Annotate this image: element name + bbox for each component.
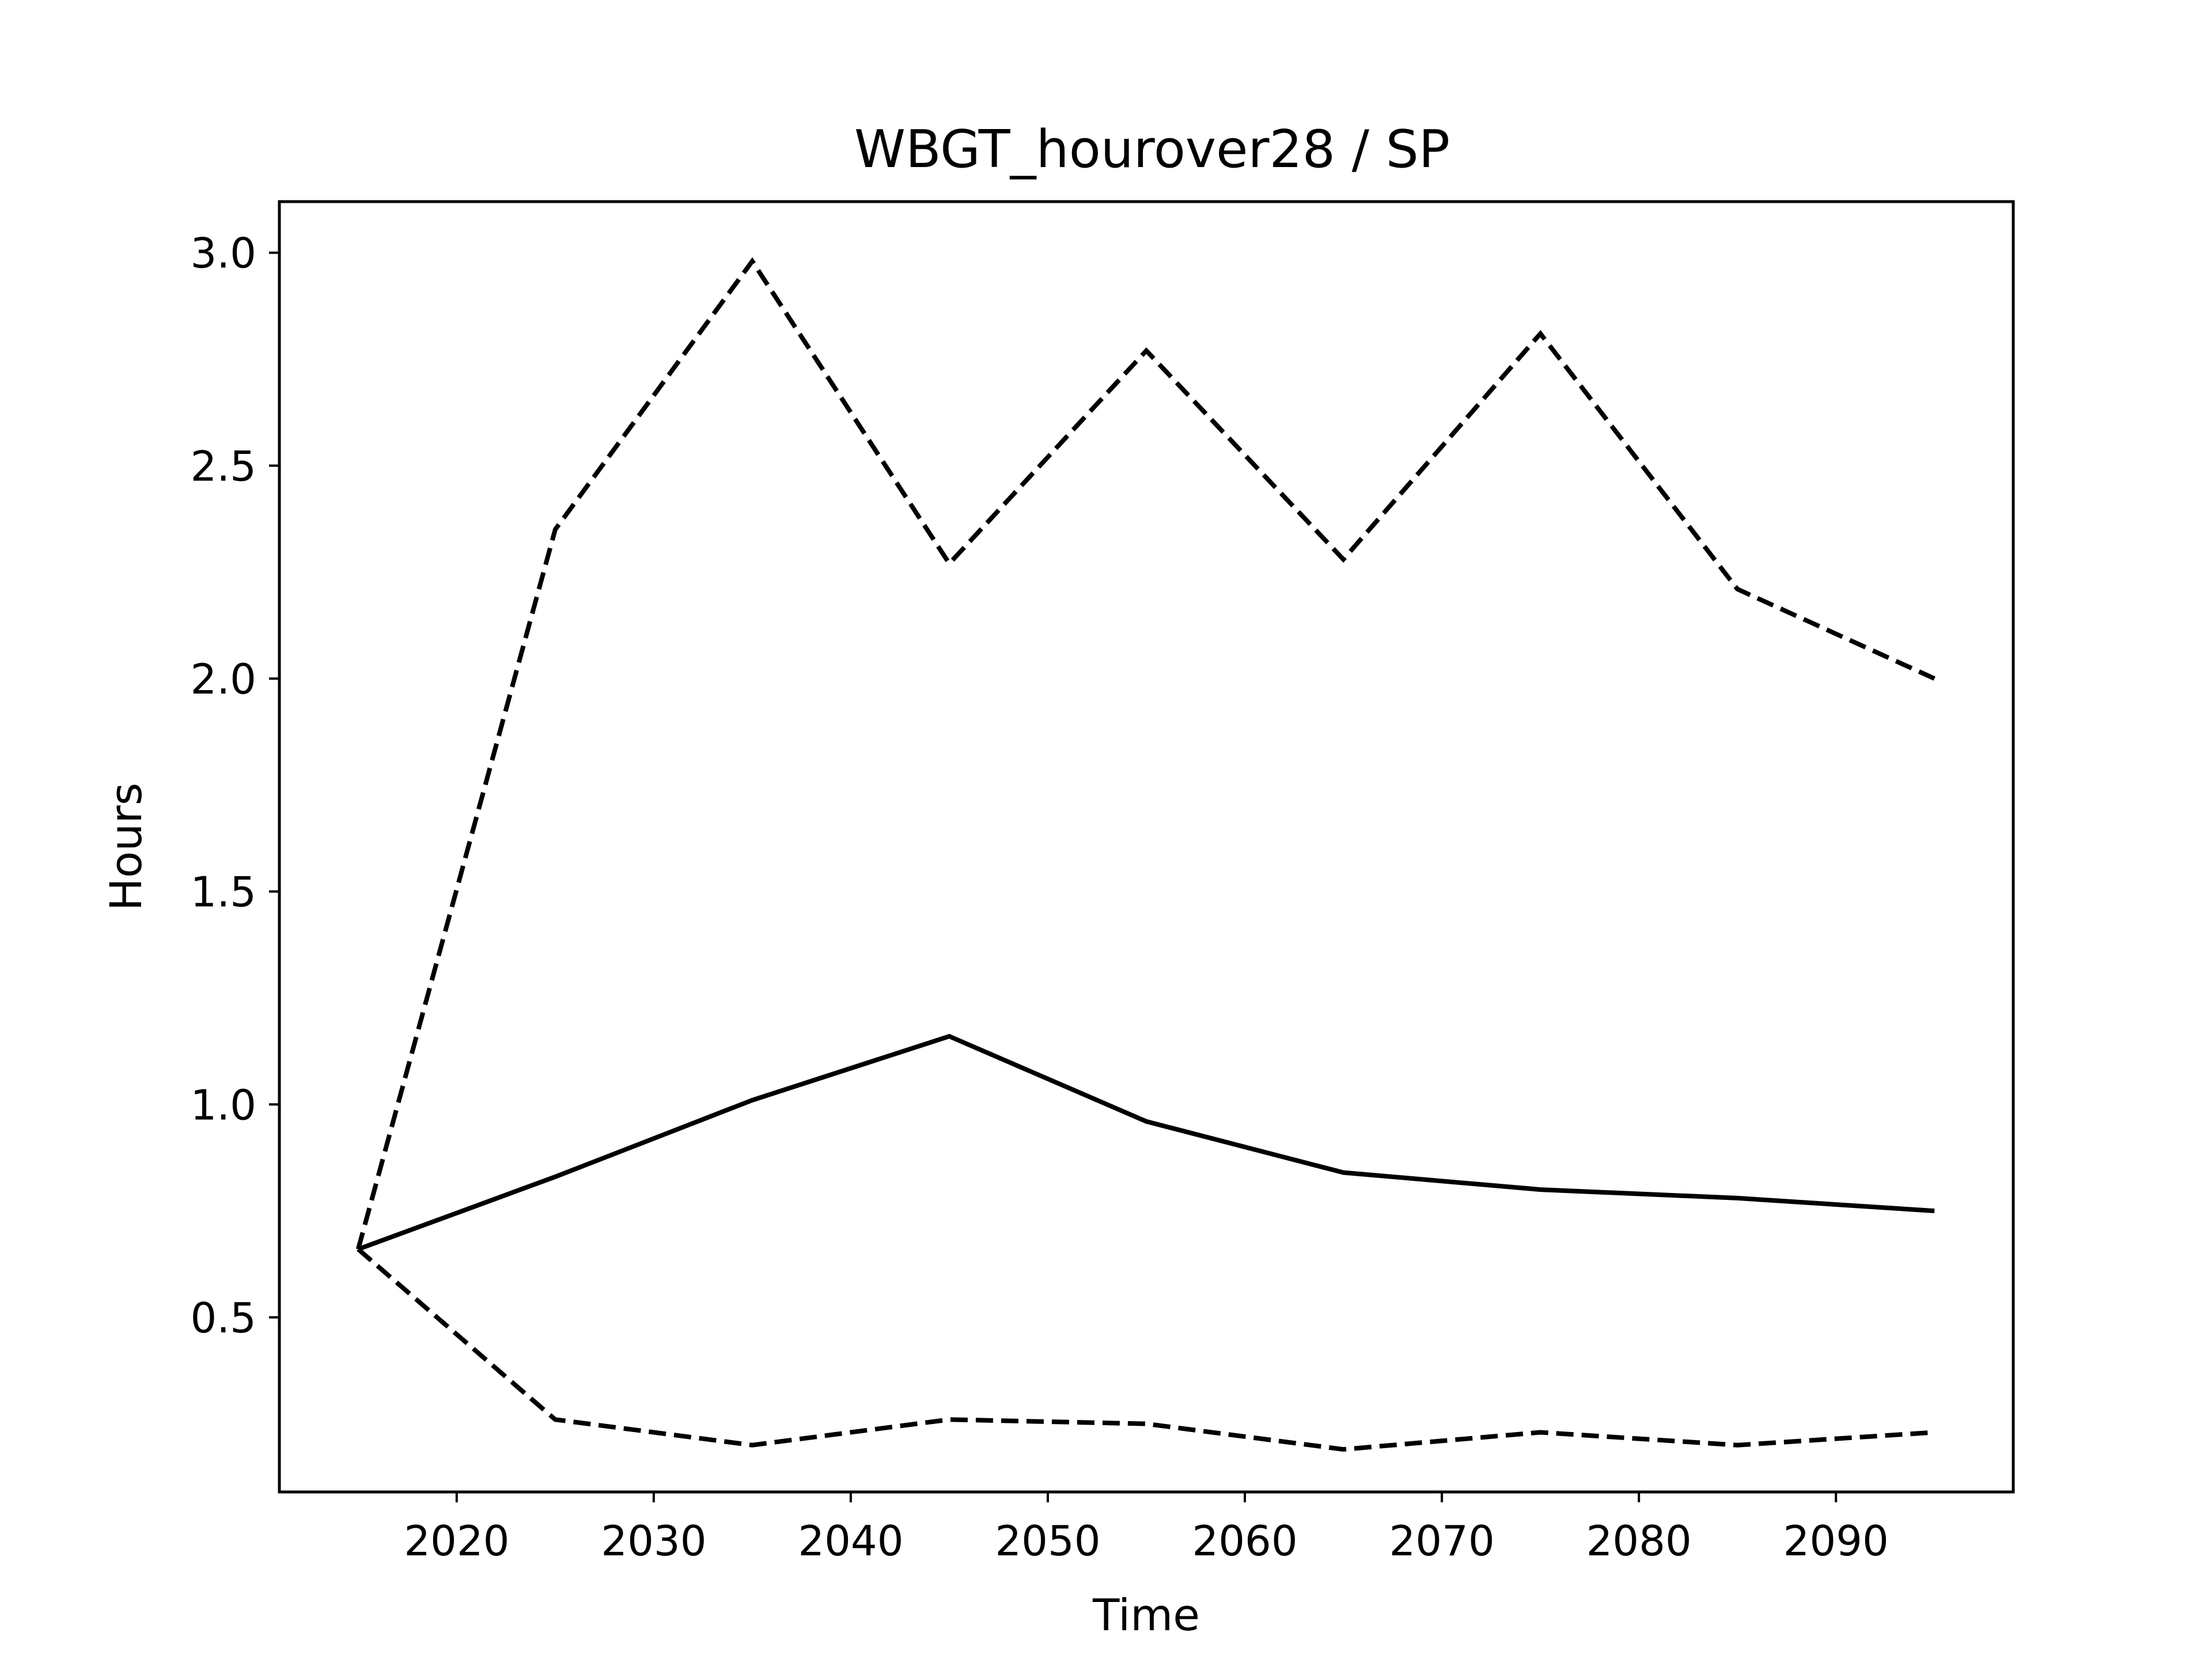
y-tick-label: 1.5	[190, 868, 256, 916]
x-tick-label: 2060	[1192, 1517, 1297, 1565]
series-line-median	[357, 1033, 1935, 1252]
series-line-lower	[357, 1247, 1935, 1452]
plot-area	[355, 257, 1936, 1452]
y-axis-label: Hours	[100, 783, 151, 911]
x-tick-label: 2040	[798, 1517, 903, 1565]
x-tick-label: 2050	[995, 1517, 1100, 1565]
series-line-upper	[355, 257, 1936, 1250]
x-tick-label: 2080	[1586, 1517, 1691, 1565]
chart-title: WBGT_hourover28 / SP	[854, 119, 1450, 180]
x-tick-label: 2030	[601, 1517, 706, 1565]
y-tick-label: 0.5	[190, 1294, 256, 1342]
x-tick-label: 2090	[1783, 1517, 1889, 1565]
y-tick-label: 2.0	[190, 655, 256, 703]
x-axis: 2020 2030 2040 2050 2060 2070 2080 2090	[404, 1492, 1889, 1565]
x-tick-label: 2070	[1389, 1517, 1494, 1565]
y-tick-label: 1.0	[190, 1081, 256, 1129]
x-tick-label: 2020	[404, 1517, 509, 1565]
y-tick-label: 2.5	[190, 442, 256, 490]
y-axis: 0.5 1.0 1.5 2.0 2.5 3.0	[190, 229, 279, 1342]
y-tick-label: 3.0	[190, 229, 256, 278]
x-axis-label: Time	[1092, 1589, 1200, 1641]
plot-frame	[278, 200, 2015, 1494]
